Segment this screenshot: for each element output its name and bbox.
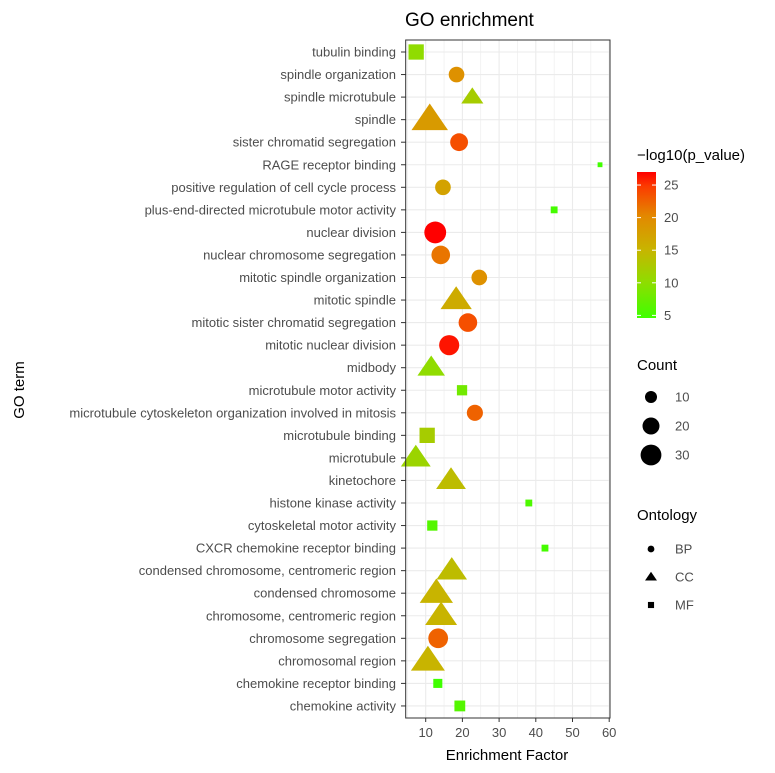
data-point: [454, 700, 466, 712]
y-tick-label: plus-end-directed microtubule motor acti…: [145, 202, 397, 217]
data-point: [541, 544, 549, 552]
y-tick-label: spindle: [355, 112, 396, 127]
size-legend-label: 30: [675, 448, 689, 463]
data-point: [597, 162, 603, 168]
x-tick-label: 20: [455, 725, 469, 740]
color-tick-label: 15: [664, 243, 678, 258]
y-tick-labels: tubulin binding spindle organization spind…: [69, 45, 406, 713]
y-tick-label: CXCR chemokine receptor binding: [196, 541, 396, 556]
y-tick-label: nuclear chromosome segregation: [203, 247, 396, 262]
y-tick-label: positive regulation of cell cycle proces…: [171, 180, 396, 195]
data-point: [425, 601, 458, 625]
data-point: [450, 133, 469, 152]
shape-legend-title: Ontology: [637, 507, 698, 524]
y-tick-label: mitotic sister chromatid segregation: [192, 315, 396, 330]
color-bar: [637, 172, 656, 318]
data-point: [439, 335, 460, 356]
y-tick-label: mitotic nuclear division: [265, 338, 396, 353]
y-tick-label: spindle organization: [280, 67, 396, 82]
size-legend-symbol: [642, 417, 660, 435]
y-tick-label: tubulin binding: [312, 45, 396, 60]
y-tick-label: microtubule motor activity: [249, 383, 397, 398]
color-tick-label: 25: [664, 178, 678, 193]
data-point: [436, 467, 466, 490]
data-point: [550, 206, 558, 214]
data-point: [419, 578, 454, 603]
shape-legend-label: CC: [675, 570, 694, 585]
y-tick-label: kinetochore: [329, 473, 396, 488]
x-tick-label: 10: [418, 725, 432, 740]
color-tick-label: 20: [664, 210, 678, 225]
square-icon: [647, 601, 655, 609]
data-point: [440, 286, 472, 310]
data-point: [448, 66, 465, 83]
circle-icon: [647, 545, 655, 553]
data-point: [466, 404, 483, 421]
y-tick-label: mitotic spindle organization: [239, 270, 396, 285]
x-axis-label: Enrichment Factor: [446, 747, 569, 764]
data-point: [427, 520, 438, 531]
data-point: [456, 385, 468, 396]
y-tick-label: chemokine receptor binding: [236, 676, 396, 691]
data-point: [417, 355, 445, 376]
data-point: [431, 245, 451, 265]
color-tick-label: 5: [664, 308, 671, 323]
data-point: [436, 557, 468, 580]
x-tick-labels: 10 20 30 40 50 60: [418, 718, 616, 740]
color-legend-title: −log10(p_value): [637, 147, 745, 164]
shape-legend-label: MF: [675, 598, 694, 613]
x-tick-label: 40: [529, 725, 543, 740]
y-tick-label: chromosome segregation: [249, 631, 396, 646]
color-tick-label: 10: [664, 275, 678, 290]
data-point: [433, 678, 443, 688]
data-point: [419, 427, 435, 443]
data-point: [411, 103, 449, 131]
data-point: [461, 87, 484, 104]
size-legend-symbol: [640, 444, 662, 466]
y-tick-label: nuclear division: [306, 225, 396, 240]
y-tick-label: microtubule binding: [283, 428, 396, 443]
y-tick-label: chromosomal region: [278, 653, 396, 668]
data-point: [408, 44, 424, 60]
y-tick-label: RAGE receptor binding: [262, 157, 396, 172]
y-tick-label: mitotic spindle: [314, 293, 396, 308]
triangle-icon: [645, 571, 657, 581]
data-point: [525, 499, 533, 507]
data-point: [428, 628, 449, 649]
data-point: [458, 313, 478, 332]
y-axis-label: GO term: [11, 361, 28, 419]
data-point: [410, 645, 445, 671]
y-tick-label: cytoskeletal motor activity: [248, 518, 397, 533]
y-tick-label: midbody: [347, 360, 397, 375]
data-point: [424, 221, 447, 244]
x-tick-label: 30: [492, 725, 506, 740]
color-legend-ticks: 25 20 15 10 5: [637, 178, 678, 323]
x-tick-label: 50: [565, 725, 579, 740]
size-legend: 10 20 30: [640, 390, 689, 466]
y-tick-label: microtubule: [329, 450, 396, 465]
y-tick-label: condensed chromosome, centromeric region: [139, 563, 396, 578]
y-tick-label: chromosome, centromeric region: [206, 608, 396, 623]
size-legend-title: Count: [637, 357, 678, 374]
size-legend-label: 10: [675, 390, 689, 405]
y-tick-label: spindle microtubule: [284, 90, 396, 105]
y-tick-label: condensed chromosome: [254, 586, 396, 601]
y-tick-label: histone kinase activity: [270, 496, 397, 511]
y-tick-label: microtubule cytoskeleton organization in…: [69, 405, 396, 420]
data-points: [400, 44, 603, 712]
panel-border: [405, 39, 611, 719]
data-point: [471, 269, 488, 286]
shape-legend-label: BP: [675, 542, 692, 557]
shape-legend: BP CC MF: [645, 542, 694, 613]
x-tick-label: 60: [602, 725, 616, 740]
data-point: [400, 444, 431, 467]
size-legend-label: 20: [675, 419, 689, 434]
y-tick-label: sister chromatid segregation: [233, 135, 396, 150]
size-legend-symbol: [644, 390, 658, 404]
y-tick-label: chemokine activity: [290, 698, 397, 713]
data-point: [435, 179, 451, 196]
chart-title: GO enrichment: [405, 10, 535, 31]
